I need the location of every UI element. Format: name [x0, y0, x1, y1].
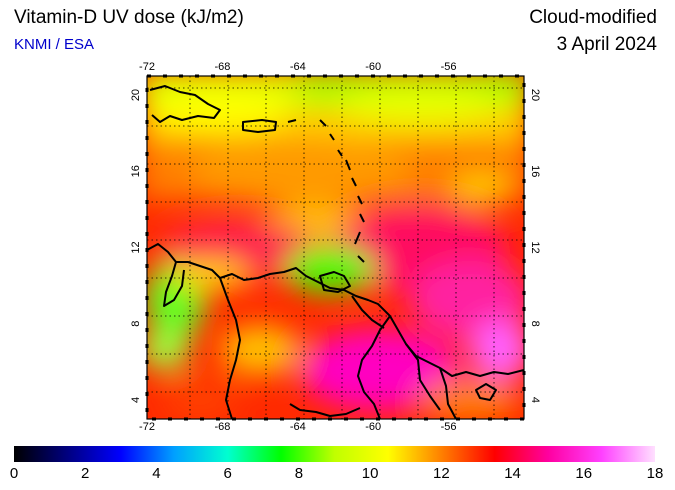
lon-tick-top-1: -68 [214, 61, 230, 73]
lat-tick-left-0: 4 [130, 397, 142, 403]
colorbar-label-9: 18 [646, 465, 664, 482]
lat-tick-right-4: 20 [529, 89, 541, 101]
lon-tick-top-2: -64 [290, 61, 306, 73]
lon-tick-top-4: -56 [441, 61, 457, 73]
colorbar-label-0: 0 [9, 465, 19, 482]
colorbar [14, 446, 655, 462]
lat-tick-right-2: 12 [529, 241, 541, 253]
lon-tick-bottom-0: -72 [139, 421, 155, 433]
colorbar-label-8: 16 [575, 465, 593, 482]
uv-dose-map: -72 -72 -68 -68 -64 -64 -60 -60 -56 -56 4 4 8 8 12 12 16… [130, 61, 541, 433]
lat-tick-right-0: 4 [529, 397, 541, 403]
lat-tick-left-2: 12 [130, 241, 142, 253]
lon-tick-bottom-3: -60 [365, 421, 381, 433]
colorbar-label-6: 12 [432, 465, 450, 482]
lat-tick-right-1: 8 [529, 321, 541, 327]
lat-tick-left-3: 16 [130, 165, 142, 177]
lon-tick-bottom-1: -68 [214, 421, 230, 433]
lat-tick-right-3: 16 [529, 165, 541, 177]
colorbar-label-3: 6 [223, 465, 232, 482]
date-label: 3 April 2024 [556, 34, 657, 55]
map-frame [146, 75, 525, 420]
uv-field [147, 76, 524, 419]
colorbar-label-2: 4 [152, 465, 161, 482]
lon-tick-top-0: -72 [139, 61, 155, 73]
lon-tick-bottom-4: -56 [441, 421, 457, 433]
lat-tick-left-4: 20 [130, 89, 142, 101]
source-label: KNMI / ESA [14, 36, 95, 53]
lat-tick-left-1: 8 [130, 321, 142, 327]
lon-tick-top-3: -60 [365, 61, 381, 73]
colorbar-label-7: 14 [504, 465, 521, 482]
lon-tick-bottom-2: -64 [290, 421, 306, 433]
map-title: Vitamin-D UV dose (kJ/m2) [14, 7, 244, 28]
graticule [147, 76, 524, 419]
colorbar-label-5: 10 [361, 465, 379, 482]
coastlines [147, 85, 524, 419]
colorbar-label-1: 2 [81, 465, 90, 482]
tick-labels: -72 -72 -68 -68 -64 -64 -60 -60 -56 -56 4 4 8 8 12 12 16… [130, 61, 541, 433]
mode-label: Cloud-modified [529, 7, 657, 28]
colorbar-label-4: 8 [294, 465, 304, 482]
